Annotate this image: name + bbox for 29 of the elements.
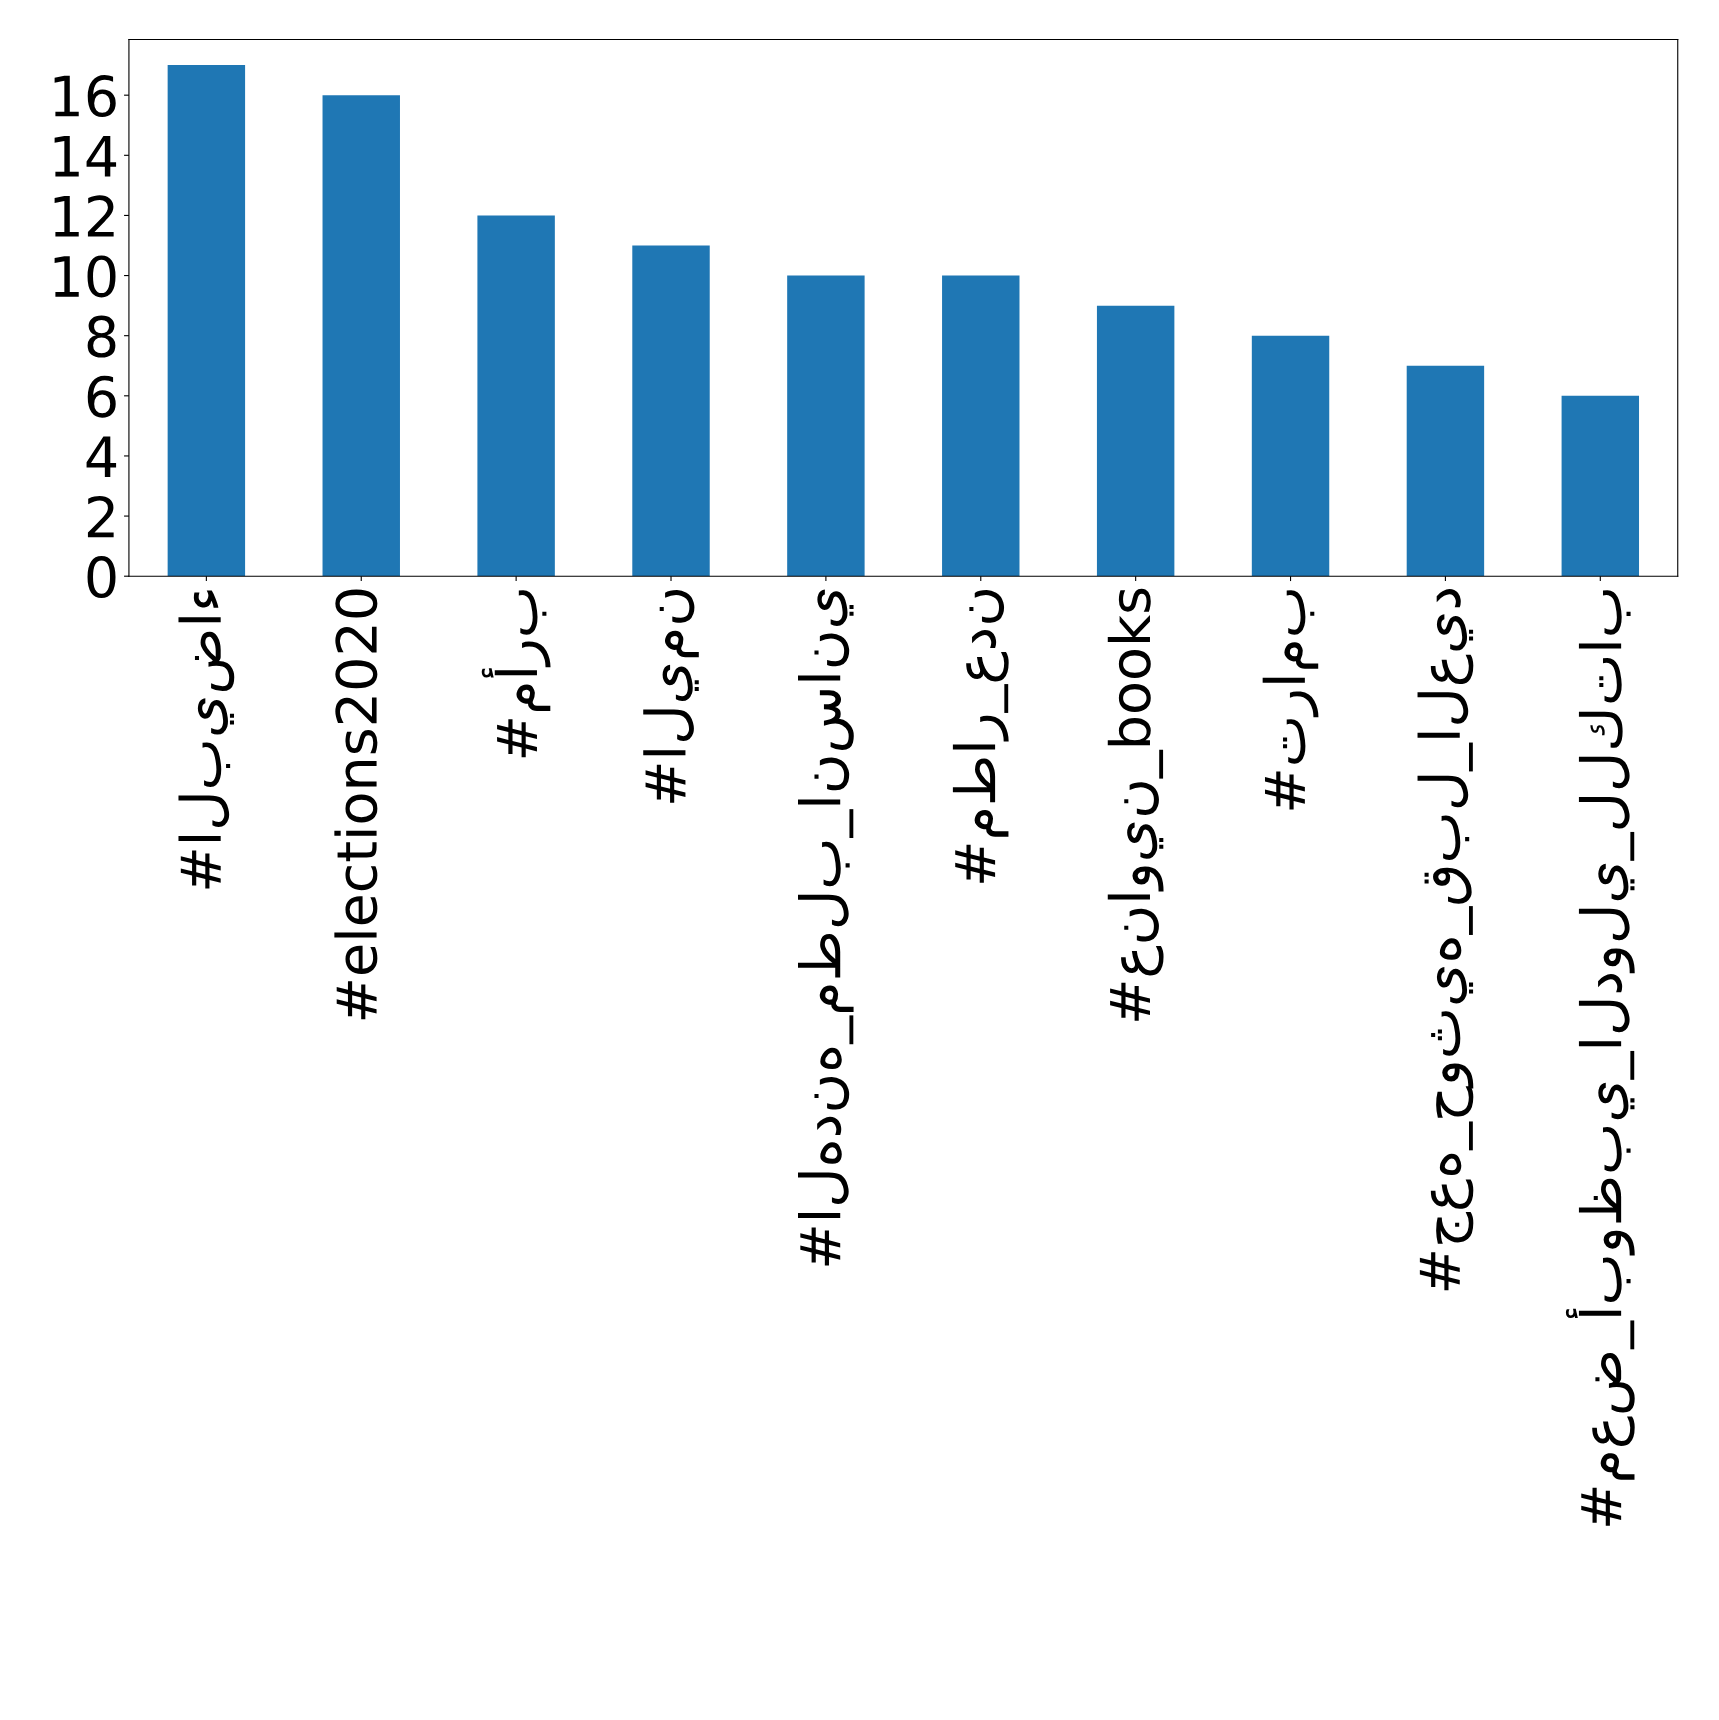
y-tick-label: 8 — [87, 315, 116, 358]
bar — [477, 215, 555, 577]
y-tick-label: 14 — [54, 135, 117, 177]
y-tick-label: 6 — [87, 375, 116, 418]
x-tick-label: #معض_أبوظبي_الدولي_للكتاب — [1565, 590, 1635, 1526]
x-tick-label: #الهدنه_مطلب_انساني — [798, 589, 854, 1266]
bar — [167, 65, 246, 577]
x-tick-label: #مأرب — [481, 590, 551, 758]
x-tick-label: #elections2020 — [334, 589, 378, 1020]
x-tick-label: #ترامب — [1262, 590, 1319, 810]
y-tick-label: 4 — [86, 436, 117, 478]
x-tick-label: #اليمن — [643, 590, 699, 803]
bar — [942, 275, 1020, 577]
bar — [1406, 365, 1485, 577]
x-tick-label: #عناوين_books — [1107, 588, 1164, 1021]
x-tick-label: #البيضاء — [178, 590, 235, 889]
y-tick-label: 16 — [54, 75, 116, 118]
bar — [322, 95, 400, 577]
bar — [787, 275, 865, 577]
x-tick-label: #جعه_حوثيه_قبل_العيد — [1417, 589, 1474, 1291]
y-tick-label: 0 — [87, 556, 116, 599]
y-tick-label: 2 — [87, 495, 114, 538]
bar — [1561, 395, 1640, 577]
bar — [1251, 335, 1330, 577]
y-tick-label: 10 — [54, 255, 116, 298]
bar — [632, 245, 710, 577]
y-tick-label: 12 — [54, 195, 114, 237]
x-tick-label: #مطار_عدن — [952, 590, 1009, 883]
bar — [1096, 305, 1175, 577]
